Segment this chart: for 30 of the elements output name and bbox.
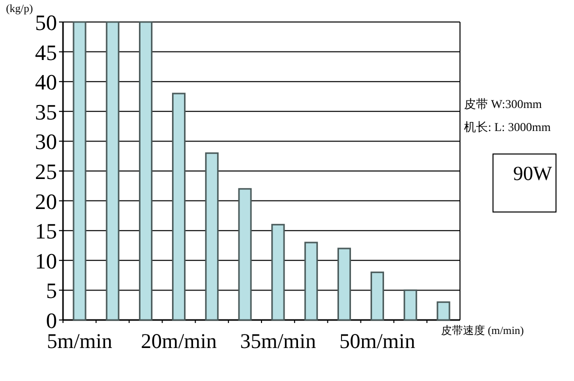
y-tick-label: 30 <box>35 129 57 154</box>
text: 机长: L: 3000mm <box>464 120 552 134</box>
x-axis-title: 皮带速度 (m/min) <box>441 324 524 337</box>
x-tick-label: 35m/min <box>240 329 316 353</box>
bar <box>304 242 318 321</box>
y-tick-label: 50 <box>35 10 57 35</box>
y-tick-label: 10 <box>35 248 57 274</box>
bar <box>404 289 418 321</box>
x-tick-label: 50m/min <box>339 329 416 353</box>
bar <box>370 272 384 321</box>
y-tick-label: 15 <box>35 218 57 244</box>
y-tick-label: 35 <box>35 99 57 124</box>
bar <box>238 188 252 321</box>
text: 90W <box>513 163 552 185</box>
y-axis-title: (kg/p) <box>6 3 34 15</box>
y-tick-label: 5 <box>46 278 57 304</box>
bar <box>106 21 120 321</box>
text: 皮带 W:300mm <box>464 97 543 111</box>
bar <box>337 248 351 321</box>
x-tick-label: 20m/min <box>140 329 218 353</box>
bar <box>172 92 186 321</box>
bar <box>436 301 450 321</box>
y-tick-label: 20 <box>35 188 57 214</box>
y-tick-label: 40 <box>35 70 57 95</box>
bar <box>271 224 285 321</box>
y-tick-label: 25 <box>35 159 57 184</box>
y-tick-label: 45 <box>35 40 57 65</box>
bar <box>72 21 86 321</box>
bar <box>138 21 152 321</box>
bar <box>205 152 219 321</box>
